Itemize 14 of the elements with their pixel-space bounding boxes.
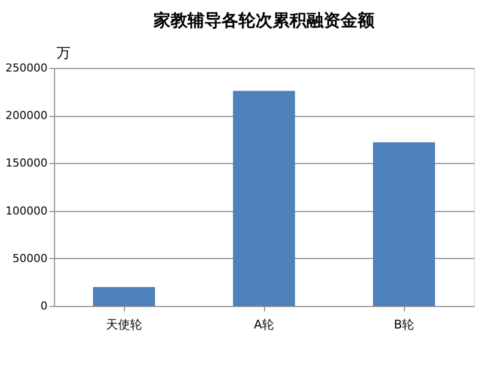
- y-tick-label: 50000: [12, 252, 48, 265]
- y-tick-label: 0: [40, 300, 48, 312]
- x-tick-label: A轮: [254, 318, 274, 332]
- bar: [93, 286, 155, 306]
- y-tick-label: 100000: [6, 204, 48, 218]
- x-tick-label: 天使轮: [106, 318, 142, 332]
- y-tick-label: 250000: [6, 62, 48, 74]
- chart-title: 家教辅导各轮次累积融资金额: [152, 11, 376, 31]
- y-tick-label: 200000: [6, 109, 48, 122]
- bar: [233, 90, 295, 306]
- y-tick-label: 150000: [6, 156, 48, 170]
- bar: [373, 142, 435, 306]
- x-tick-label: B轮: [394, 318, 414, 332]
- y-axis-title: 万: [56, 46, 70, 62]
